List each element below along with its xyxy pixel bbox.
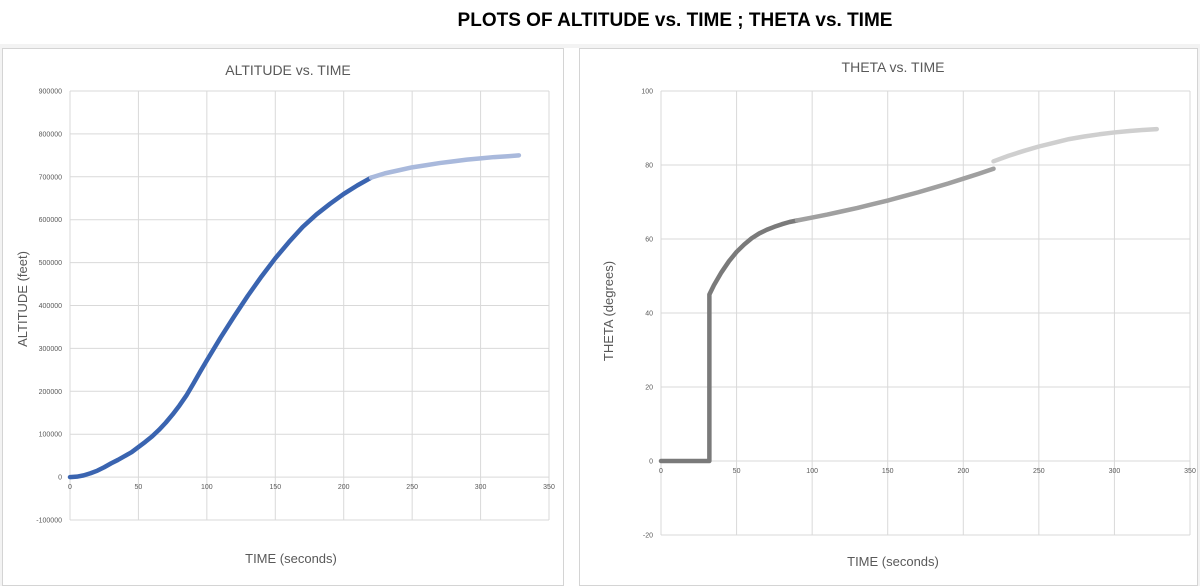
- altitude-xtick-label: 300: [475, 484, 487, 491]
- altitude-ytick-label: 0: [58, 475, 62, 482]
- theta-xtick-label: 100: [806, 468, 818, 475]
- altitude-ytick-label: -100000: [36, 518, 62, 525]
- altitude-xtick-label: 350: [543, 484, 555, 491]
- altitude-chart-title: ALTITUDE vs. TIME: [225, 62, 351, 78]
- altitude-chart-ylabel: ALTITUDE (feet): [15, 251, 30, 347]
- theta-ytick-label: 0: [649, 459, 653, 466]
- theta-xtick-label: 350: [1184, 468, 1196, 475]
- theta-xtick-label: 150: [882, 468, 894, 475]
- theta-chart-title: THETA vs. TIME: [842, 59, 945, 75]
- page-title: PLOTS OF ALTITUDE vs. TIME ; THETA vs. T…: [457, 10, 893, 31]
- altitude-ytick-label: 400000: [39, 303, 62, 310]
- altitude-xtick-label: 200: [338, 484, 350, 491]
- altitude-xtick-label: 150: [269, 484, 281, 491]
- theta-series-line-1: [794, 166, 996, 223]
- altitude-chart-xlabel: TIME (seconds): [245, 551, 337, 566]
- theta-ytick-label: 80: [645, 163, 653, 170]
- altitude-series-line-0: [67, 175, 374, 480]
- theta-chart: THETA vs. TIME TIME (seconds) THETA (deg…: [601, 59, 1196, 569]
- theta-chart-panel[interactable]: THETA vs. TIME TIME (seconds) THETA (deg…: [579, 48, 1198, 586]
- theta-ytick-label: 40: [645, 311, 653, 318]
- spreadsheet-cell-strip: [564, 48, 579, 586]
- altitude-ytick-label: 600000: [39, 217, 62, 224]
- theta-chart-ylabel: THETA (degrees): [601, 261, 616, 361]
- altitude-ytick-label: 900000: [39, 89, 62, 96]
- altitude-ytick-label: 300000: [39, 346, 62, 353]
- theta-ytick-label: 100: [641, 89, 653, 96]
- theta-xtick-label: 200: [957, 468, 969, 475]
- altitude-xtick-label: 50: [135, 484, 143, 491]
- theta-xtick-label: 50: [733, 468, 741, 475]
- theta-series-line-0: [658, 218, 800, 464]
- theta-ytick-label: -20: [643, 533, 653, 540]
- altitude-chart: ALTITUDE vs. TIME TIME (seconds) ALTITUD…: [15, 62, 555, 566]
- altitude-xtick-label: 250: [406, 484, 418, 491]
- altitude-xtick-label: 100: [201, 484, 213, 491]
- altitude-series-line-1: [368, 153, 522, 180]
- theta-xtick-label: 0: [659, 468, 663, 475]
- theta-ytick-label: 20: [645, 385, 653, 392]
- theta-series-line-2: [991, 126, 1159, 164]
- theta-xtick-label: 250: [1033, 468, 1045, 475]
- theta-xtick-label: 300: [1109, 468, 1121, 475]
- altitude-ytick-label: 500000: [39, 260, 62, 267]
- theta-chart-xlabel: TIME (seconds): [847, 554, 939, 569]
- altitude-ytick-label: 100000: [39, 432, 62, 439]
- altitude-chart-panel[interactable]: ALTITUDE vs. TIME TIME (seconds) ALTITUD…: [2, 48, 564, 586]
- altitude-ytick-label: 200000: [39, 389, 62, 396]
- altitude-ytick-label: 700000: [39, 174, 62, 181]
- altitude-xtick-label: 0: [68, 484, 72, 491]
- theta-ytick-label: 60: [645, 237, 653, 244]
- altitude-ytick-label: 800000: [39, 131, 62, 138]
